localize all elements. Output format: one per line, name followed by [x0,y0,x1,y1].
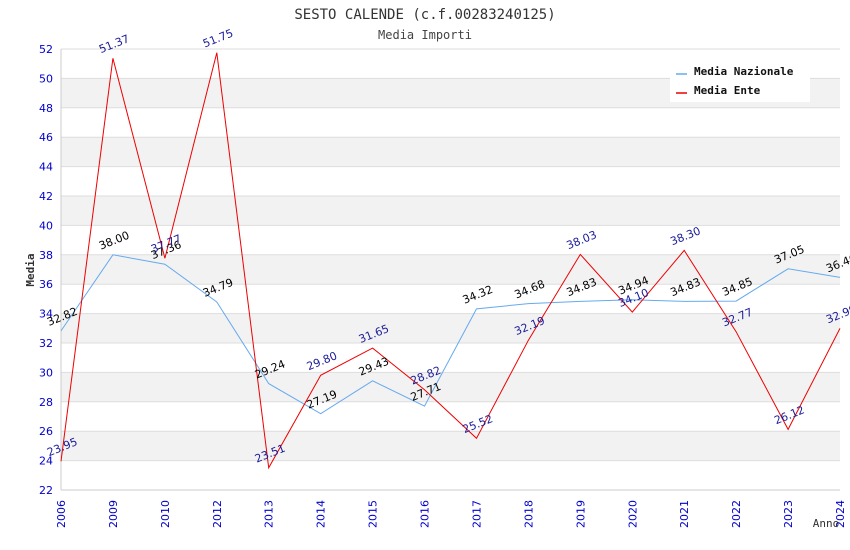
y-tick-label: 26 [39,425,53,438]
background-bands [61,78,840,461]
y-tick-label: 52 [39,43,53,56]
data-label-nazionale: 38.00 [97,229,131,253]
y-tick-label: 46 [39,131,53,144]
y-tick-label: 50 [39,72,53,85]
y-tick-label: 36 [39,278,53,291]
chart-subtitle: Media Importi [378,28,472,42]
series-lines [60,52,841,470]
grid-band [61,137,840,167]
data-label-ente: 51.37 [97,32,131,56]
y-tick-label: 40 [39,219,53,232]
x-tick-label: 2010 [159,500,172,528]
x-tick-label: 2014 [315,500,328,528]
y-tick-label: 28 [39,396,53,409]
data-label-ente: 29.80 [305,349,339,373]
legend: Media Nazionale Media Ente [670,60,810,102]
grid-band [61,372,840,402]
x-tick-label: 2012 [211,500,224,528]
grid-band [61,431,840,461]
x-tick-label: 2024 [834,500,847,528]
series-line-nazionale [60,254,841,415]
x-tick-label: 2019 [574,500,587,528]
x-tick-label: 2013 [263,500,276,528]
legend-label-ente: Media Ente [694,84,761,97]
x-tick-label: 2016 [419,500,432,528]
x-tick-label: 2020 [626,500,639,528]
y-tick-label: 48 [39,102,53,115]
gridlines [61,48,840,491]
x-tick-label: 2021 [678,500,691,528]
x-tick-label: 2009 [107,500,120,528]
grid-band [61,196,840,226]
x-tick-label: 2006 [55,500,68,528]
y-tick-label: 32 [39,337,53,350]
chart-title: SESTO CALENDE (c.f.00283240125) [294,7,555,23]
data-label-ente: 32.99 [824,302,850,326]
x-tick-label: 2015 [367,500,380,528]
y-tick-label: 34 [39,308,53,321]
x-tick-label: 2023 [782,500,795,528]
y-tick-label: 44 [39,161,53,174]
legend-label-nazionale: Media Nazionale [694,65,794,78]
axes [60,49,840,491]
data-label-ente: 26.12 [772,403,806,427]
y-tick-labels: 22 24 26 28 30 32 34 36 38 40 42 44 46 48 50 52 [39,43,53,497]
y-tick-label: 42 [39,190,53,203]
x-tick-label: 2018 [522,500,535,528]
grid-band [61,254,840,285]
data-label-nazionale: 34.32 [461,283,495,307]
x-tick-labels: 2006 2009 2010 2012 2013 2014 2015 2016 2017 2018… [55,500,847,528]
x-tick-label: 2022 [730,500,743,528]
y-tick-label: 30 [39,366,53,379]
x-tick-label: 2017 [470,500,483,528]
data-label-ente: 38.03 [565,228,599,252]
y-tick-label: 38 [39,249,53,262]
y-tick-label: 24 [39,455,53,468]
y-axis-label: Media [24,253,37,286]
grid-band [61,313,840,343]
x-axis-label: Anno [813,517,840,530]
data-label-ente: 38.30 [668,224,702,248]
legend-box [670,60,810,102]
data-label-ente: 51.75 [201,27,235,51]
y-tick-label: 22 [39,484,53,497]
series-line-ente [60,52,841,470]
